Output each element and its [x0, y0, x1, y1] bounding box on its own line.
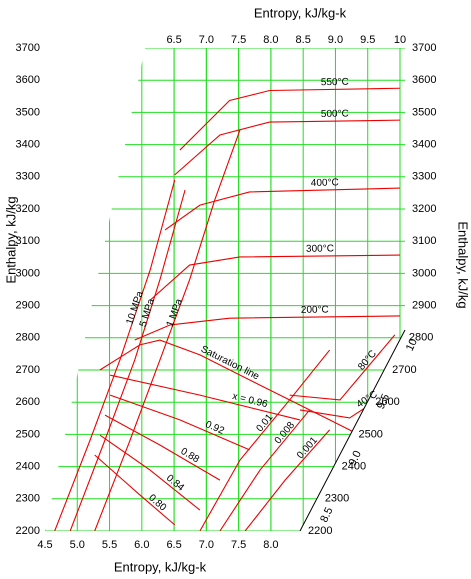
- y2-tick-label: 2500: [358, 428, 382, 440]
- y2-tick-label: 3600: [412, 74, 436, 86]
- x-axis-title: Entropy, kJ/kg-k: [114, 559, 207, 574]
- curve-label: 200°C: [301, 304, 329, 315]
- x2-tick-label: 8.0: [263, 34, 278, 46]
- curve: [54, 179, 176, 531]
- y2-tick-label: 3000: [412, 267, 436, 279]
- x-tick-label: 5.0: [70, 539, 85, 551]
- y2-tick-label: 3300: [412, 171, 436, 183]
- y-tick-label: 3500: [16, 106, 40, 118]
- y-tick-label: 2900: [16, 300, 40, 312]
- y2-tick-label: 3700: [412, 42, 436, 54]
- diagonal-tick-label: 9.5: [375, 392, 392, 411]
- curve: [164, 187, 401, 231]
- curve-label: 80°C: [356, 348, 379, 372]
- x2-tick-label: 9.0: [328, 34, 343, 46]
- y2-tick-label: 2700: [392, 364, 416, 376]
- y2-tick-label: 2200: [308, 525, 332, 537]
- curve: [219, 409, 311, 531]
- y2-tick-label: 3200: [412, 203, 436, 215]
- curve: [94, 454, 176, 526]
- diagonal-tick-label: 9.0: [347, 449, 364, 468]
- curve-label: 0.008: [273, 420, 298, 447]
- x2-tick-label: 7.5: [231, 34, 246, 46]
- x2-tick-label: 8.5: [296, 34, 311, 46]
- y-tick-label: 3100: [16, 235, 40, 247]
- curve: [110, 394, 250, 451]
- y-tick-label: 3000: [16, 267, 40, 279]
- curve-label: 550°C: [321, 77, 349, 88]
- y2-tick-label: 3100: [412, 235, 436, 247]
- curve: [199, 349, 331, 531]
- x-tick-label: 7.5: [231, 539, 246, 551]
- x-tick-label: 5.5: [102, 539, 117, 551]
- x2-tick-label: 7.0: [199, 34, 214, 46]
- y2-tick-label: 2600: [375, 396, 399, 408]
- y2-tick-label: 3500: [412, 106, 436, 118]
- y2-tick-label: 2300: [325, 493, 349, 505]
- top-axis-title: Entropy, kJ/kg-k: [254, 5, 347, 20]
- curve: [149, 254, 401, 301]
- y2-tick-label: 2900: [412, 300, 436, 312]
- curve-label: 0.01: [254, 412, 275, 434]
- curve: [179, 87, 401, 151]
- curve: [94, 129, 241, 531]
- x2-tick-label: 10: [394, 34, 406, 46]
- curve-label: Saturation line: [199, 344, 261, 383]
- y2-tick-label: 2400: [342, 461, 366, 473]
- y-tick-label: 3200: [16, 203, 40, 215]
- x-tick-label: 6.5: [166, 539, 181, 551]
- curves: [54, 87, 401, 531]
- curve: [110, 374, 301, 421]
- y-tick-label: 3400: [16, 139, 40, 151]
- x-tick-label: 4.5: [37, 539, 52, 551]
- y-tick-label: 2300: [16, 493, 40, 505]
- y-tick-label: 2800: [16, 332, 40, 344]
- curve: [134, 315, 401, 341]
- y-tick-label: 2200: [16, 525, 40, 537]
- curve-label: 0.001: [295, 435, 320, 461]
- diagonal-tick-label: 8.5: [318, 505, 335, 524]
- curve-label: 400°C: [311, 177, 339, 189]
- curve: [289, 334, 396, 401]
- x-tick-label: 7.0: [199, 539, 214, 551]
- y2-axis-title: Enthalpy, kJ/kg: [456, 221, 471, 308]
- y-tick-label: 2600: [16, 396, 40, 408]
- curve: [244, 429, 331, 531]
- y-tick-label: 2400: [16, 461, 40, 473]
- x2-tick-label: 6.5: [166, 34, 181, 46]
- y-tick-label: 3600: [16, 74, 40, 86]
- curve: [99, 434, 201, 511]
- y-tick-label: 2500: [16, 428, 40, 440]
- x2-tick-label: 9.5: [360, 34, 375, 46]
- diagonal-tick-label: 10: [404, 337, 420, 353]
- y-tick-label: 2700: [16, 364, 40, 376]
- y-axis-title: Enthalpy, kJ/kg: [3, 196, 18, 283]
- curve: [104, 414, 221, 481]
- curve: [174, 119, 401, 176]
- curve-label: 300°C: [306, 243, 334, 254]
- diagonal-axis: [299, 329, 406, 532]
- y-tick-label: 3700: [16, 42, 40, 54]
- curve-label: 500°C: [321, 109, 349, 120]
- x-tick-label: 6.0: [134, 539, 149, 551]
- curve: [69, 189, 186, 531]
- x-tick-label: 8.0: [263, 539, 278, 551]
- y2-tick-label: 2800: [409, 332, 433, 344]
- y-tick-label: 3300: [16, 171, 40, 183]
- y2-tick-label: 3400: [412, 139, 436, 151]
